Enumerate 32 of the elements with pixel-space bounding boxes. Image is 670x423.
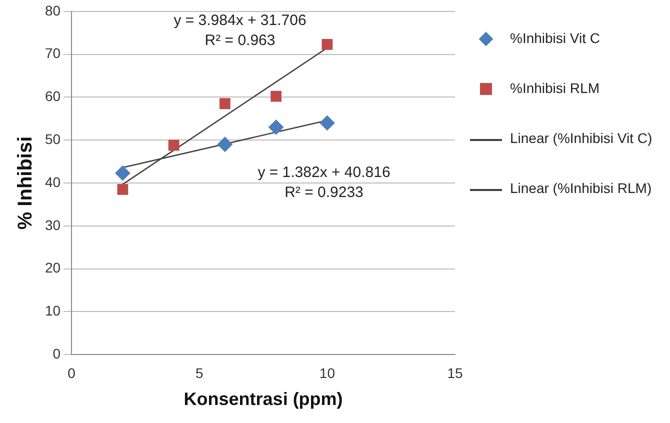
y-tick-label: 50 bbox=[44, 130, 61, 147]
point bbox=[117, 184, 128, 195]
point bbox=[268, 120, 284, 135]
annotation: y = 3.984x + 31.706 bbox=[174, 12, 306, 29]
point bbox=[168, 140, 180, 151]
y-tick-label: 60 bbox=[44, 88, 61, 104]
y-tick-label: 70 bbox=[44, 45, 61, 62]
point bbox=[270, 90, 282, 102]
legend-label: %Inhibisi RLM bbox=[510, 80, 600, 96]
legend-label: Linear (%Inhibisi Vit C) bbox=[510, 130, 652, 146]
y-tick-label: 30 bbox=[44, 216, 61, 233]
x-tick-label: 0 bbox=[68, 364, 76, 381]
point bbox=[322, 38, 333, 50]
point bbox=[217, 136, 232, 152]
annotation: R² = 0.9233 bbox=[284, 184, 364, 201]
x-tick-label: 15 bbox=[447, 364, 463, 381]
y-tick-label: 10 bbox=[44, 302, 61, 319]
y-tick-label: 0 bbox=[52, 345, 61, 362]
point bbox=[219, 98, 230, 110]
y-tick-label: 80 bbox=[44, 2, 61, 18]
x-tick-label: 5 bbox=[195, 364, 204, 381]
x-tick-label: 10 bbox=[319, 364, 336, 381]
annotation: R² = 0.963 bbox=[204, 32, 276, 49]
legend-label: Linear (%Inhibisi RLM) bbox=[510, 180, 652, 196]
y-axis-title: % Inhibisi bbox=[14, 136, 37, 230]
legend-label: %Inhibisi Vit C bbox=[510, 30, 600, 46]
x-axis-title: Konsentrasi (ppm) bbox=[184, 389, 343, 410]
point bbox=[115, 166, 130, 181]
point bbox=[320, 115, 335, 130]
y-tick-label: 40 bbox=[44, 174, 61, 190]
annotation: y = 1.382x + 40.816 bbox=[258, 164, 390, 181]
y-tick-label: 20 bbox=[44, 260, 61, 276]
